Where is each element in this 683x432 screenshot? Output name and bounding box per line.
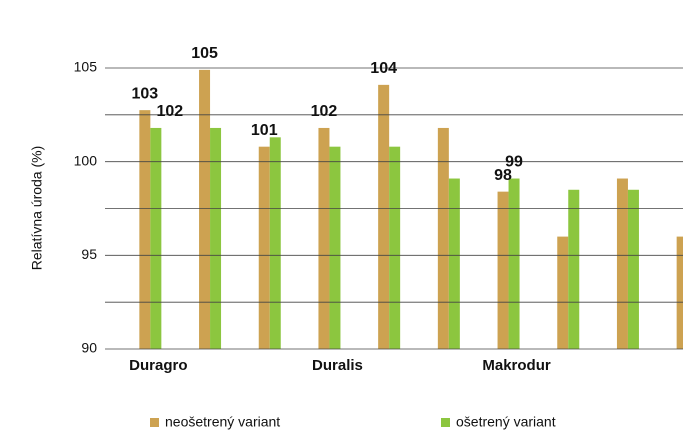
y-tick-label: 95 xyxy=(81,246,97,262)
bar xyxy=(627,189,639,349)
y-axis-label: Relatívna úroda (%) xyxy=(29,146,45,271)
bar xyxy=(389,146,401,349)
y-tick-label: 100 xyxy=(74,152,98,168)
bar xyxy=(199,69,211,349)
bar xyxy=(557,236,569,349)
bar xyxy=(318,127,330,350)
x-tick-label: Makrodur xyxy=(482,357,551,374)
bar xyxy=(150,127,162,350)
data-label: 99 xyxy=(505,154,523,171)
data-label: 102 xyxy=(311,103,338,120)
bar xyxy=(497,191,509,349)
data-label: 98 xyxy=(494,167,512,184)
data-label: 101 xyxy=(251,122,278,139)
data-label: 102 xyxy=(156,103,183,120)
data-label: 105 xyxy=(191,45,218,62)
bar xyxy=(568,189,580,349)
bar xyxy=(448,178,460,349)
data-label: 104 xyxy=(370,60,397,77)
bar xyxy=(210,127,222,350)
bar xyxy=(378,84,390,350)
bar xyxy=(676,236,683,349)
y-tick-label: 90 xyxy=(81,340,97,356)
x-tick-label: Duralis xyxy=(312,357,363,374)
legend-swatch xyxy=(150,418,159,427)
bar xyxy=(616,178,628,349)
data-label: 103 xyxy=(131,85,158,102)
bar xyxy=(437,127,449,350)
x-tick-label: Duragro xyxy=(129,357,187,374)
bar xyxy=(258,146,270,349)
bar xyxy=(508,178,520,349)
bar xyxy=(329,146,341,349)
y-tick-label: 105 xyxy=(74,59,98,75)
legend-label: ošetrený variant xyxy=(456,414,556,430)
legend-swatch xyxy=(441,418,450,427)
bar xyxy=(269,137,281,349)
bar xyxy=(139,110,151,350)
legend-label: neošetrený variant xyxy=(165,414,280,430)
